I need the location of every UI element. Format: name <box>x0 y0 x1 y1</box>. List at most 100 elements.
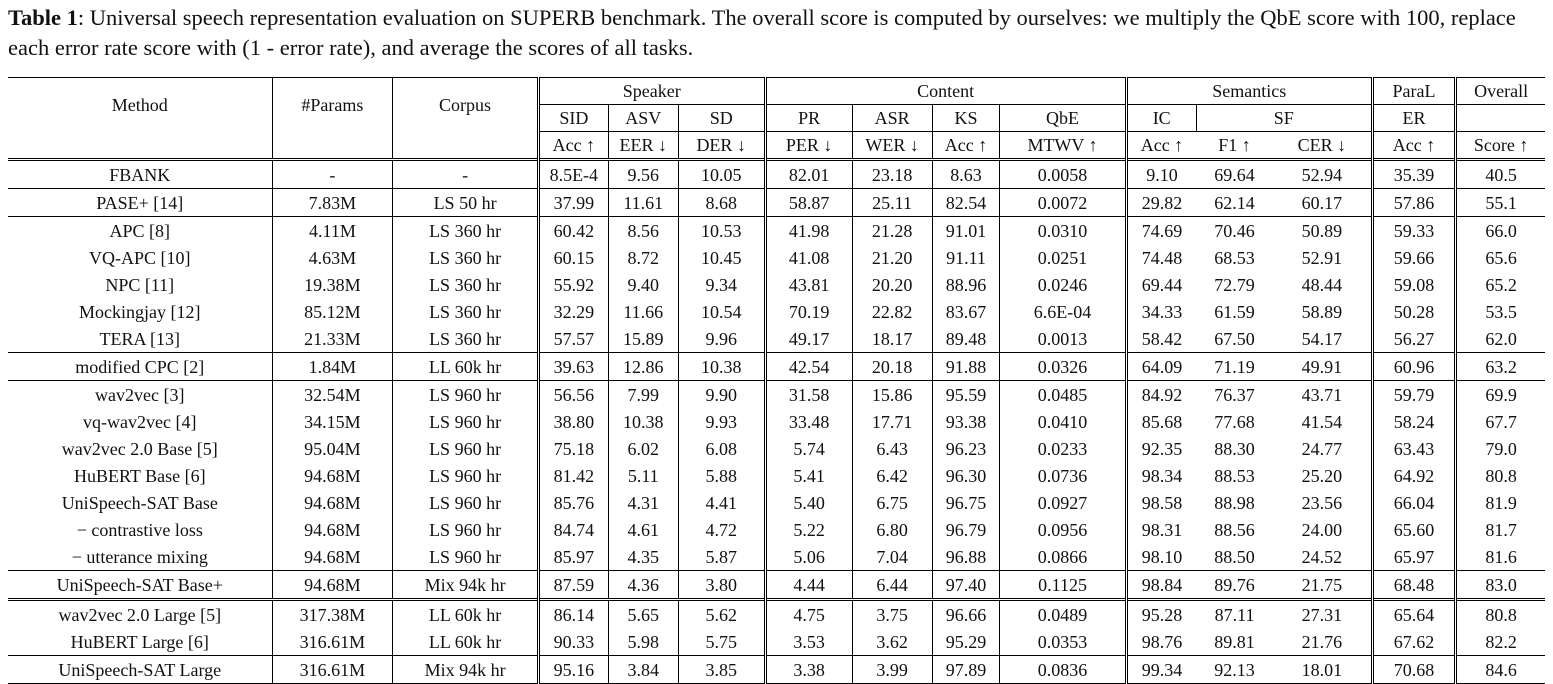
value-cell: 0.0485 <box>999 380 1127 408</box>
header-metric: EER ↓ <box>607 131 679 160</box>
value-cell: 6.80 <box>851 516 933 543</box>
value-cell: 96.66 <box>931 598 1000 628</box>
method-cell: HuBERT Base [6] <box>73 465 206 486</box>
value-cell: 3.84 <box>607 655 679 684</box>
value-cell: 4.75 <box>763 598 853 628</box>
header-task-asv: ASV <box>607 104 679 132</box>
value-cell: 21.20 <box>851 244 933 271</box>
value-cell: 97.89 <box>931 655 1000 684</box>
value-cell: 0.0072 <box>999 188 1127 217</box>
value-cell: 22.82 <box>851 298 933 325</box>
value-cell: 88.98 <box>1214 492 1255 513</box>
corpus-cell: LS 960 hr <box>392 516 539 543</box>
value-cell: 56.56 <box>536 380 609 408</box>
table-row: wav2vec 2.0 Large [5] 317.38M LL 60k hr 86.… <box>8 598 1545 628</box>
method-cell: APC [8] <box>8 216 273 244</box>
value-cell: 9.10 <box>1124 158 1197 189</box>
header-params: #Params <box>271 77 393 132</box>
corpus-cell: LL 60k hr <box>392 628 539 656</box>
value-cell: 12.86 <box>607 352 679 381</box>
value-cell: 95.29 <box>931 628 1000 656</box>
value-cell: 10.54 <box>677 298 766 325</box>
value-cell: 8.72 <box>607 244 679 271</box>
method-cell: Mockingjay [12] <box>79 301 201 322</box>
table-row: HuBERT Base [6] 94.68M LS 960 hr 81.42 5.11 5… <box>8 462 1545 489</box>
value-cell: 55.92 <box>536 271 609 298</box>
value-cell: 41.98 <box>763 216 853 244</box>
value-cell: 9.40 <box>607 271 679 298</box>
value-cell: 10.05 <box>677 158 766 189</box>
value-cell: 5.62 <box>677 598 766 628</box>
value-cell: 24.52 <box>1301 546 1343 567</box>
table-row: modified CPC [2] 1.84M LL 60k hr 39.63 12.86… <box>8 352 1545 381</box>
value-cell: 43.81 <box>763 271 853 298</box>
value-cell: 93.38 <box>931 408 1000 435</box>
value-cell: 4.44 <box>763 570 853 600</box>
value-cell: 20.20 <box>851 271 933 298</box>
value-cell: 80.8 <box>1454 598 1545 628</box>
value-cell: 98.58 <box>1124 489 1197 516</box>
value-cell: 96.88 <box>931 543 1000 571</box>
header-group-semantics: Semantics <box>1124 77 1373 105</box>
value-cell: 88.30 <box>1214 438 1255 459</box>
params-cell: 4.11M <box>271 216 393 244</box>
value-cell: 52.94 <box>1272 158 1373 189</box>
value-cell: 98.76 <box>1124 628 1197 656</box>
value-cell: 49.91 <box>1272 352 1373 381</box>
value-cell: 33.48 <box>763 408 853 435</box>
header-metric: CER ↓ <box>1297 135 1347 155</box>
value-cell: 10.53 <box>677 216 766 244</box>
method-cell: modified CPC [2] <box>8 352 273 381</box>
value-cell: 82.01 <box>763 158 853 189</box>
value-cell: 39.63 <box>536 352 609 381</box>
value-cell: 4.35 <box>607 543 679 571</box>
value-cell: 5.06 <box>763 543 853 571</box>
header-task-asr: ASR <box>851 104 933 132</box>
value-cell: 82.54 <box>931 188 1000 217</box>
value-cell: 21.28 <box>851 216 933 244</box>
corpus-cell: LS 960 hr <box>392 462 539 489</box>
value-cell: 0.0251 <box>999 244 1127 271</box>
value-cell: 9.34 <box>677 271 766 298</box>
value-cell: 75.18 <box>536 435 609 462</box>
value-cell: 83.67 <box>931 298 1000 325</box>
value-cell: 10.38 <box>677 352 766 381</box>
value-cell: 85.97 <box>536 543 609 571</box>
value-cell: 84.6 <box>1454 655 1545 684</box>
value-cell: 31.58 <box>763 380 853 408</box>
value-cell: 34.33 <box>1124 298 1197 325</box>
value-cell: 55.1 <box>1454 188 1545 217</box>
header-metric: DER ↓ <box>677 131 766 160</box>
params-cell: 1.84M <box>271 352 393 381</box>
value-cell: 81.6 <box>1454 543 1545 571</box>
value-cell: 59.66 <box>1370 244 1456 271</box>
method-cell: UniSpeech-SAT Base+ <box>8 570 273 600</box>
value-cell: 88.56 <box>1214 519 1255 540</box>
table-row: UniSpeech-SAT Base 94.68M LS 960 hr 85.76 4.… <box>8 489 1545 516</box>
value-cell: 4.31 <box>607 489 679 516</box>
value-cell: 17.71 <box>851 408 933 435</box>
value-cell: 95.59 <box>931 380 1000 408</box>
value-cell: 53.5 <box>1454 298 1545 325</box>
corpus-cell: Mix 94k hr <box>392 570 539 600</box>
value-cell: 87.59 <box>536 570 609 600</box>
value-cell: 0.0927 <box>999 489 1127 516</box>
value-cell: 80.8 <box>1454 462 1545 489</box>
value-cell: 10.38 <box>607 408 679 435</box>
value-cell: 3.85 <box>677 655 766 684</box>
value-cell: 81.42 <box>536 462 609 489</box>
value-cell: 50.28 <box>1370 298 1456 325</box>
value-cell: 8.56 <box>607 216 679 244</box>
value-cell: 79.0 <box>1454 435 1545 462</box>
value-cell: 18.01 <box>1272 655 1373 684</box>
value-cell: 61.59 <box>1214 301 1255 322</box>
header-task-sf: SF <box>1195 104 1373 132</box>
value-cell: 54.17 <box>1301 328 1343 349</box>
value-cell: 85.76 <box>536 489 609 516</box>
corpus-cell: - <box>392 158 539 189</box>
value-cell: 9.90 <box>677 380 766 408</box>
value-cell: 70.46 <box>1196 216 1273 244</box>
value-cell: 0.0013 <box>999 325 1127 353</box>
value-cell: 95.16 <box>536 655 609 684</box>
method-cell: UniSpeech-SAT Large <box>8 655 273 684</box>
